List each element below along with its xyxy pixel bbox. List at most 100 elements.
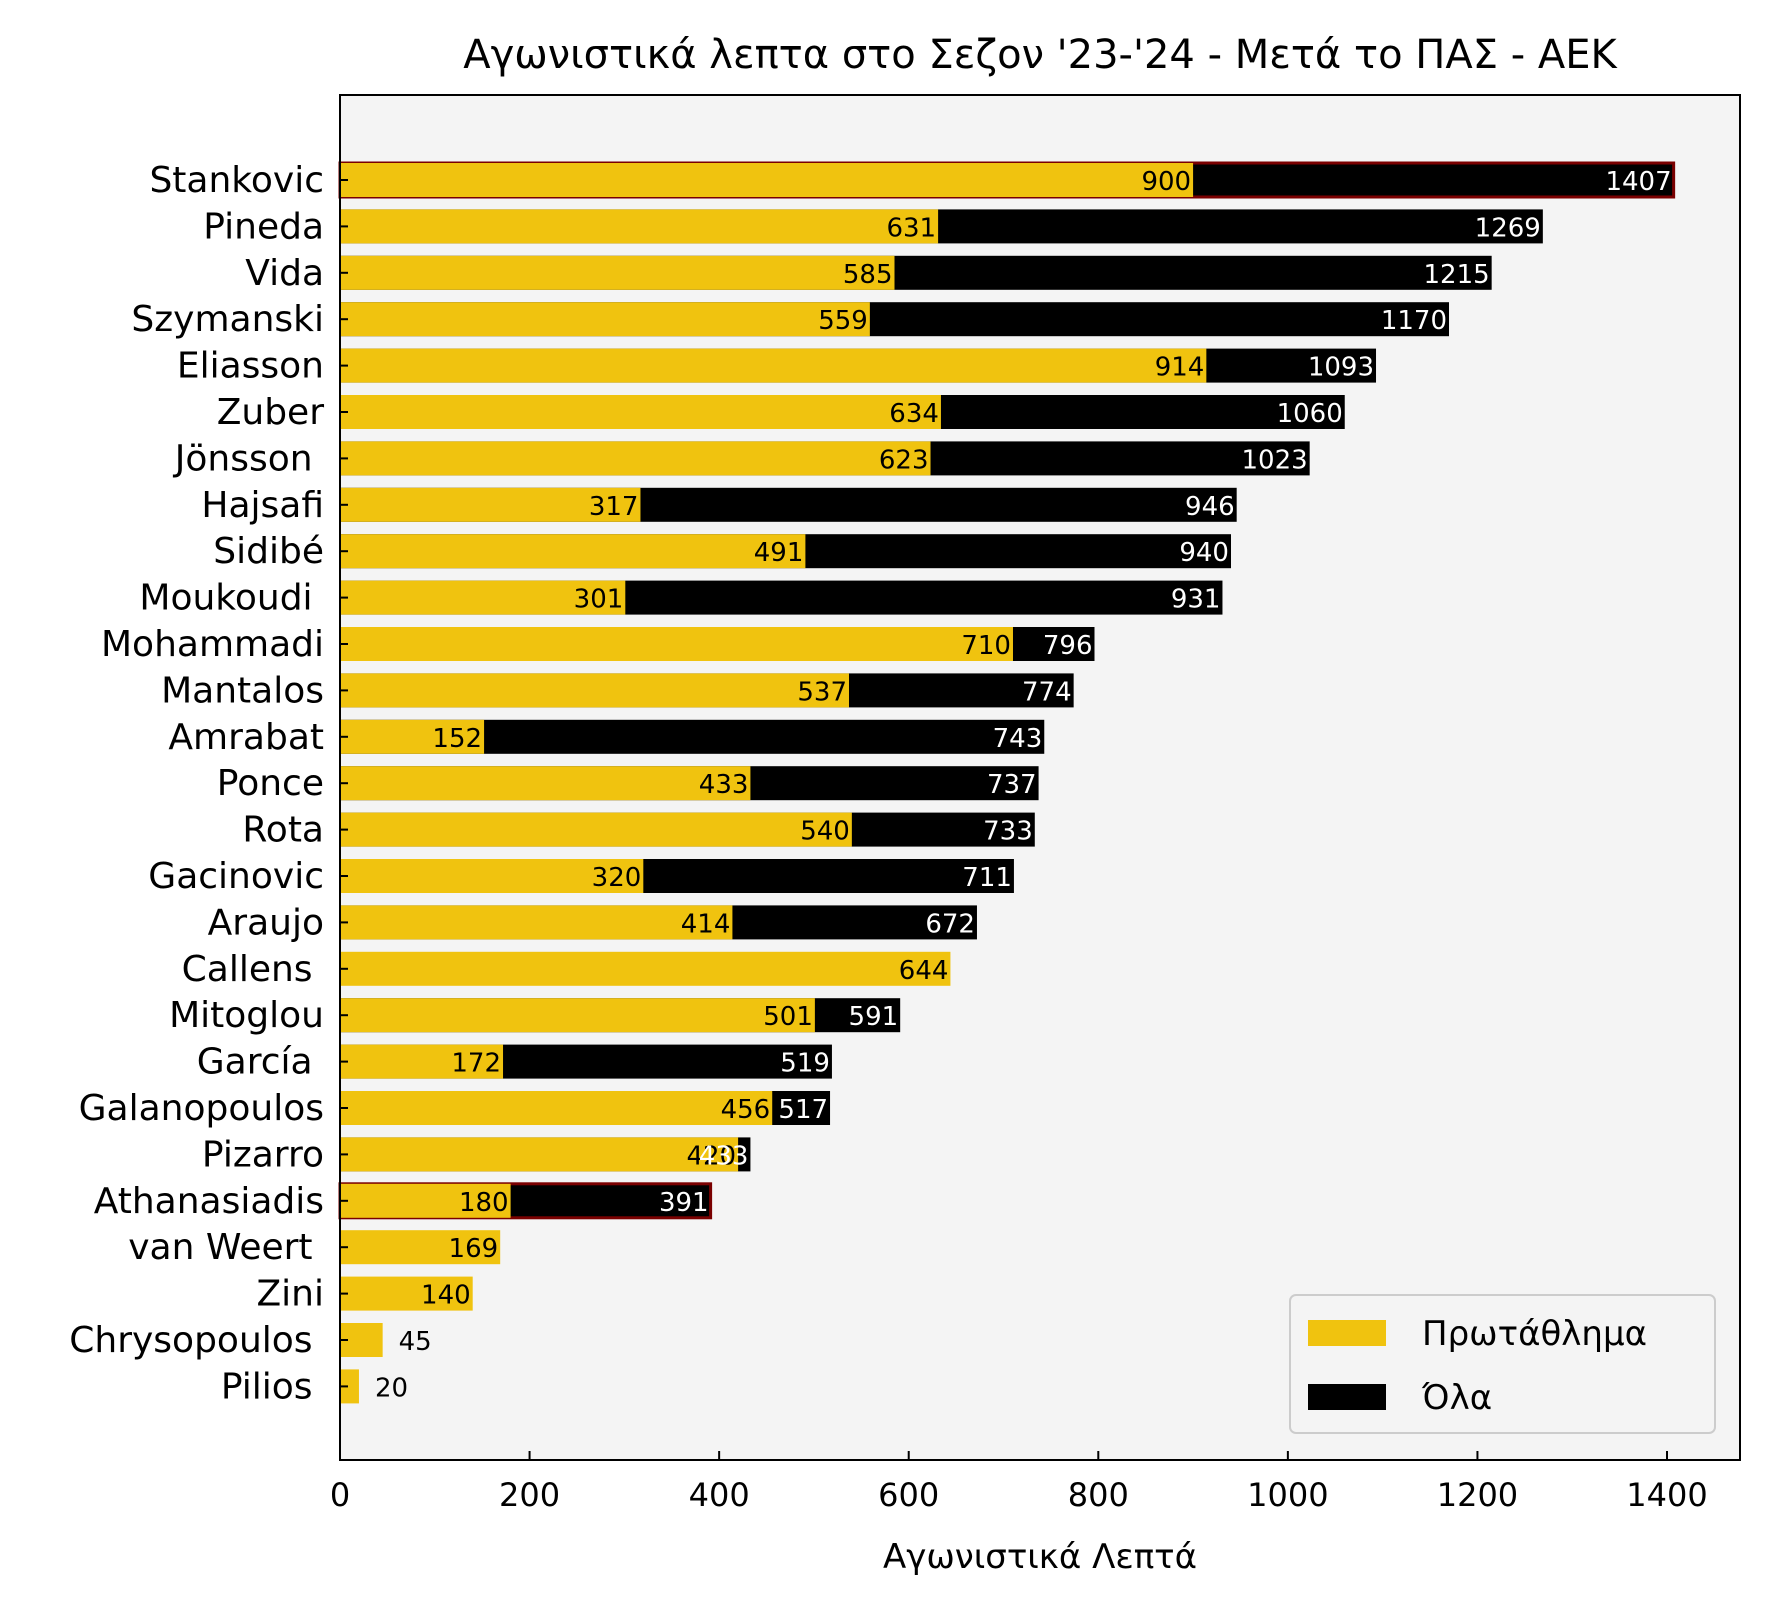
bar-label-league: 301 bbox=[574, 585, 624, 615]
bar-label-all: 519 bbox=[780, 1049, 830, 1079]
bar-label-league: 169 bbox=[449, 1234, 499, 1264]
y-tick-label: Szymanski bbox=[131, 299, 324, 340]
y-tick-label: García bbox=[197, 1042, 324, 1083]
x-tick-label: 600 bbox=[878, 1476, 939, 1514]
y-tick-label: Eliasson bbox=[177, 346, 324, 387]
y-tick-label: Moukoudi bbox=[139, 578, 324, 619]
bar-label-all: 737 bbox=[987, 770, 1037, 800]
bar-league bbox=[340, 812, 852, 847]
bar-label-all: 931 bbox=[1171, 585, 1221, 615]
chart-title: Αγωνιστικά λεπτα στο Σεζον '23-'24 - Μετ… bbox=[463, 32, 1618, 78]
x-tick-label: 400 bbox=[689, 1476, 750, 1514]
bar-label-all: 711 bbox=[962, 863, 1012, 893]
x-ticks: 0 200 400 600 800 1000 1200 1400 bbox=[330, 1451, 1708, 1514]
y-tick-label: Zuber bbox=[217, 392, 324, 433]
bar-label-league: 180 bbox=[459, 1188, 509, 1218]
legend-label-league: Πρωτάθλημα bbox=[1422, 1314, 1647, 1354]
legend-swatch-all bbox=[1308, 1384, 1386, 1410]
y-tick-label: Galanopoulos bbox=[79, 1088, 324, 1129]
bar-league bbox=[340, 1137, 739, 1172]
bar-label-all: 1093 bbox=[1308, 353, 1374, 383]
bar-label-league: 433 bbox=[699, 770, 749, 800]
y-tick-label: Vida bbox=[245, 253, 324, 294]
y-tick-labels: Stankovic Pineda Vida Szymanski Eliasson Zube… bbox=[69, 160, 348, 1407]
bar-label-all: 1407 bbox=[1605, 167, 1671, 197]
bar-label-league: 20 bbox=[375, 1373, 408, 1403]
bar-label-all: 1060 bbox=[1277, 399, 1343, 429]
bar-label-league: 631 bbox=[886, 213, 936, 243]
x-tick-label: 1400 bbox=[1626, 1476, 1707, 1514]
y-tick-label: Sidibé bbox=[213, 531, 324, 572]
bar-label-all: 1269 bbox=[1475, 213, 1541, 243]
x-axis-label: Αγωνιστικά Λεπτά bbox=[883, 1537, 1197, 1577]
bar-label-league: 491 bbox=[754, 538, 804, 568]
y-tick-label: Pilios bbox=[221, 1366, 324, 1407]
y-tick-label: Stankovic bbox=[149, 160, 324, 201]
bar-label-league: 414 bbox=[681, 909, 731, 939]
bar-league bbox=[340, 163, 1194, 197]
bar-league bbox=[340, 441, 931, 476]
bar-league bbox=[340, 395, 941, 429]
y-tick-label: Pizarro bbox=[202, 1134, 324, 1175]
bar-league bbox=[340, 209, 939, 244]
bar-league bbox=[340, 719, 485, 754]
bar-label-league: 540 bbox=[800, 817, 850, 847]
bar-league bbox=[340, 302, 870, 337]
bar-label-league: 710 bbox=[961, 631, 1011, 661]
bar-league bbox=[340, 998, 815, 1033]
bar-league bbox=[340, 951, 951, 986]
bar-label-all: 1215 bbox=[1423, 260, 1489, 290]
bar-label-all: 733 bbox=[983, 817, 1033, 847]
bar-league bbox=[340, 627, 1013, 661]
bar-league bbox=[340, 905, 733, 940]
bar-league bbox=[340, 1276, 473, 1311]
bar-label-all: 433 bbox=[699, 1141, 749, 1171]
bar-league bbox=[340, 1044, 504, 1079]
x-tick-label: 1000 bbox=[1247, 1476, 1328, 1514]
legend-swatch-league bbox=[1308, 1320, 1386, 1346]
y-tick-label: Ponce bbox=[217, 763, 324, 804]
series-league-bars bbox=[340, 163, 1207, 1404]
bar-label-league: 537 bbox=[797, 677, 847, 707]
bar-league bbox=[340, 859, 644, 893]
bar-label-league: 634 bbox=[889, 399, 939, 429]
bar-label-league: 140 bbox=[421, 1281, 471, 1311]
bar-label-all: 517 bbox=[778, 1095, 828, 1125]
bar-league bbox=[340, 348, 1207, 383]
x-tick-label: 0 bbox=[330, 1476, 350, 1514]
y-tick-label: Jönsson bbox=[173, 438, 324, 479]
y-tick-label: Araujo bbox=[208, 902, 324, 943]
bar-label-all: 743 bbox=[993, 724, 1043, 754]
bar-league bbox=[340, 673, 850, 708]
bar-label-league: 585 bbox=[843, 260, 893, 290]
bar-label-league: 623 bbox=[879, 445, 929, 475]
y-tick-label: Hajsafi bbox=[201, 485, 324, 526]
bar-label-league: 501 bbox=[763, 1002, 813, 1032]
x-tick-label: 800 bbox=[1068, 1476, 1129, 1514]
bar-labels: 900 1407 631 1269 585 1215 559 1170 914 1093 634 10… bbox=[375, 167, 1672, 1403]
y-tick-label: Athanasiadis bbox=[94, 1181, 324, 1222]
plot-frame bbox=[339, 94, 1741, 1461]
y-tick-label: Callens bbox=[182, 949, 324, 990]
bar-label-league: 559 bbox=[818, 306, 868, 336]
bar-label-all: 391 bbox=[659, 1188, 709, 1218]
y-tick-label: Mantalos bbox=[161, 670, 324, 711]
bar-league bbox=[340, 1091, 773, 1125]
bar-league bbox=[340, 1230, 501, 1265]
bar-label-all: 774 bbox=[1022, 677, 1072, 707]
bar-league bbox=[340, 1369, 359, 1404]
bar-label-all: 1170 bbox=[1381, 306, 1447, 336]
y-tick-label: van Weert bbox=[128, 1227, 324, 1268]
y-tick-label: Chrysopoulos bbox=[69, 1320, 324, 1361]
bar-league bbox=[340, 766, 751, 801]
bar-label-league: 320 bbox=[592, 863, 642, 893]
bar-label-league: 45 bbox=[399, 1327, 432, 1357]
bar-league bbox=[340, 580, 626, 615]
bar-label-league: 914 bbox=[1155, 353, 1205, 383]
bar-label-league: 456 bbox=[721, 1095, 771, 1125]
y-tick-label: Rota bbox=[242, 810, 324, 851]
bar-league bbox=[340, 534, 806, 569]
bar-label-league: 420 bbox=[686, 1141, 736, 1171]
legend-label-all: Όλα bbox=[1421, 1378, 1492, 1418]
